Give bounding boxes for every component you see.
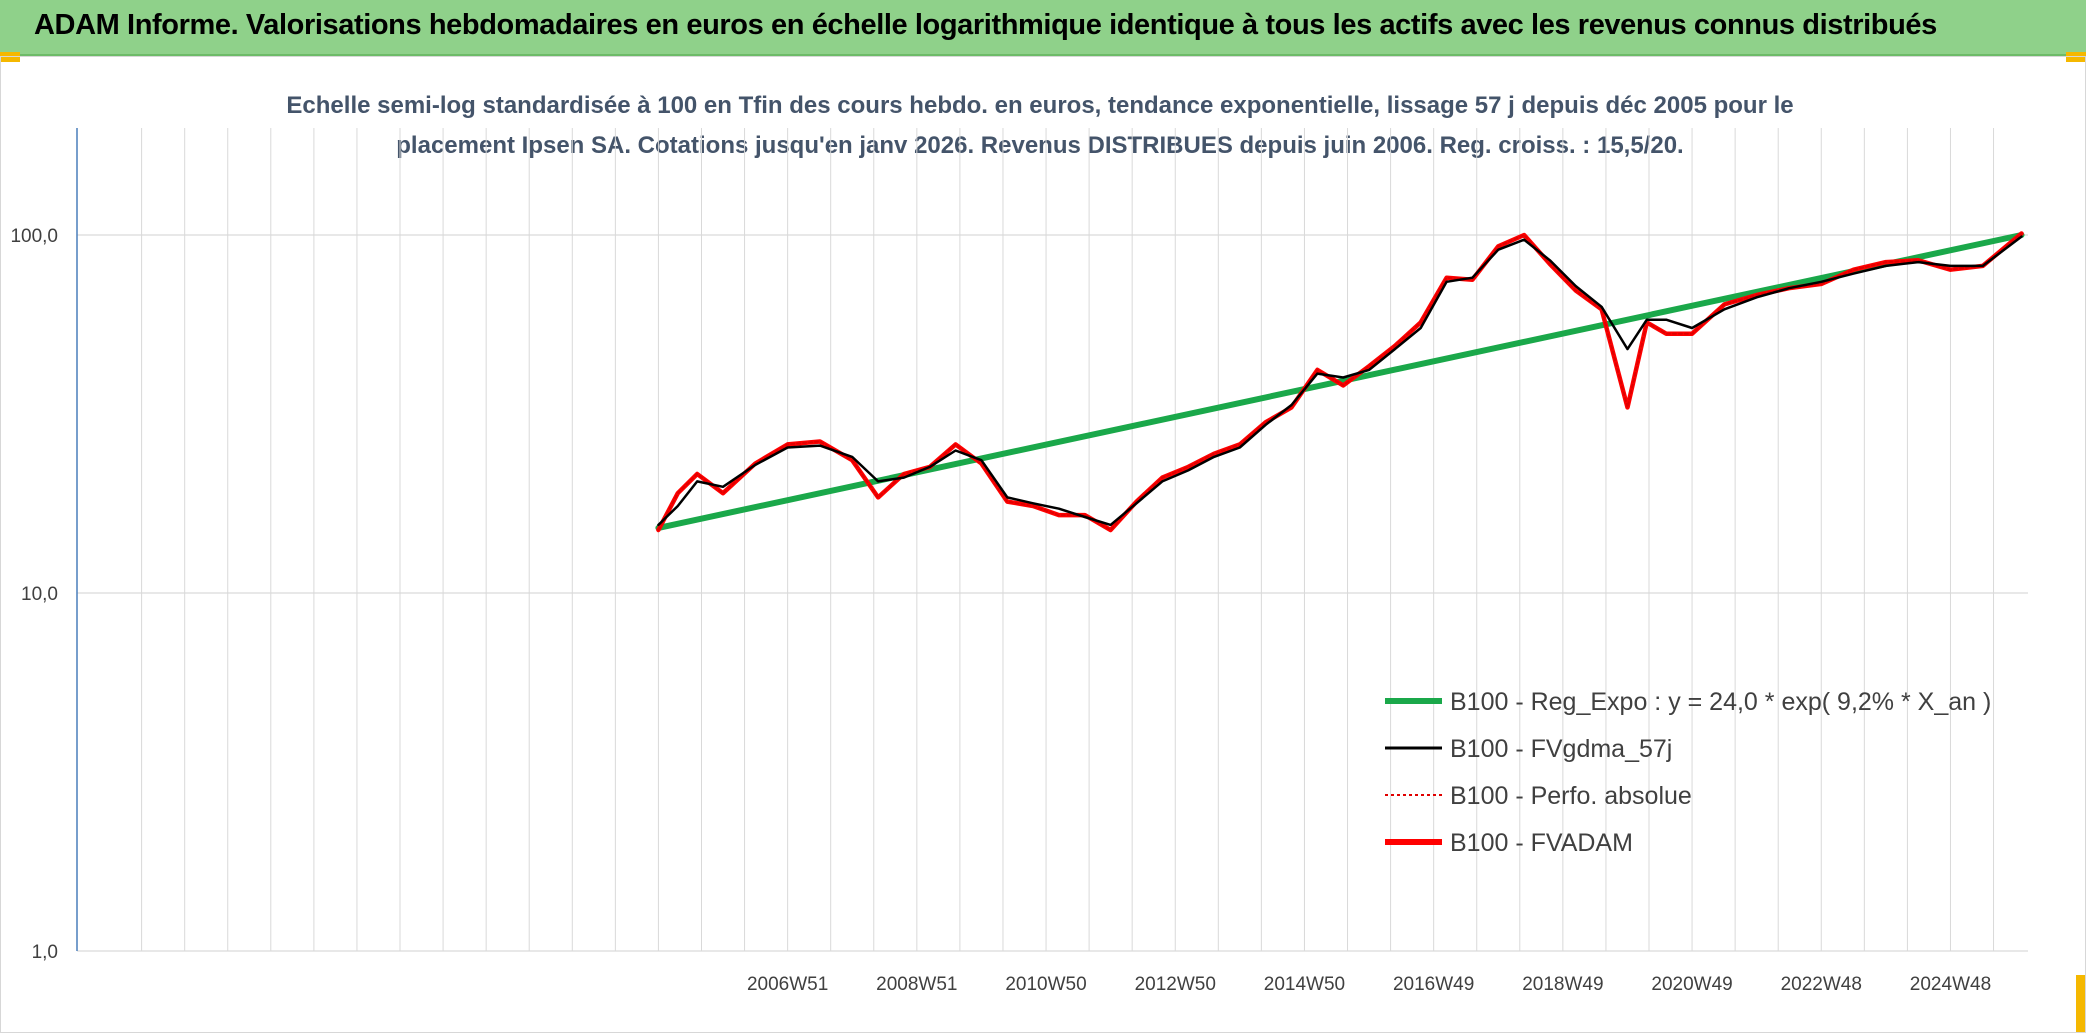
legend-label: B100 - Perfo. absolue [1450,782,1692,810]
chart-title-line-1: Echelle semi-log standardisée à 100 en T… [286,92,1794,119]
y-tick-label: 10,0 [21,584,58,605]
corner-accent-top-right [2066,52,2086,62]
x-tick-label: 2016W49 [1393,974,1474,995]
chart-title-line-2: placement Ipsen SA. Cotations jusqu'en j… [396,132,1684,159]
legend-label: B100 - Reg_Expo : y = 24,0 * exp( 9,2% *… [1450,688,1991,716]
series-line-smooth [657,235,2023,527]
series-line-dotted [657,232,2023,531]
chart-title: Echelle semi-log standardisée à 100 en T… [240,86,1840,166]
corner-accent-bottom-right [2076,975,2086,1033]
x-tick-label: 2020W49 [1651,974,1732,995]
x-tick-label: 2008W51 [876,974,957,995]
x-tick-label: 2012W50 [1135,974,1216,995]
x-tick-label: 2006W51 [747,974,828,995]
x-tick-label: 2022W48 [1781,974,1862,995]
y-tick-label: 100,0 [10,226,58,247]
x-tick-label: 2014W50 [1264,974,1345,995]
x-tick-label: 2010W50 [1005,974,1086,995]
x-tick-label: 2018W49 [1522,974,1603,995]
y-tick-label: 1,0 [32,942,58,963]
x-tick-label: 2024W48 [1910,974,1991,995]
page-title: ADAM Informe. Valorisations hebdomadaire… [34,9,1937,41]
legend-label: B100 - FVADAM [1450,829,1633,857]
corner-accent-top-left [0,52,20,62]
legend-label: B100 - FVgdma_57j [1450,735,1672,763]
header-bar: ADAM Informe. Valorisations hebdomadaire… [0,0,2086,56]
